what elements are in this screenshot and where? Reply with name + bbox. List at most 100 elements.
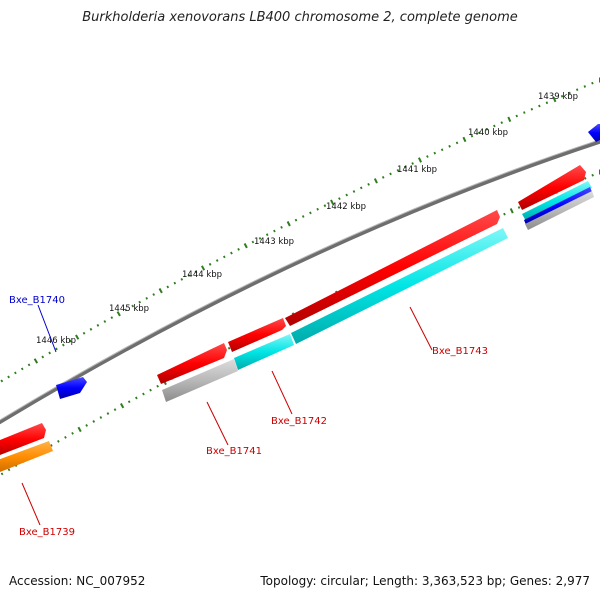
outer-ring-major-tick bbox=[507, 116, 512, 122]
outer-ring-minor-tick bbox=[103, 320, 107, 323]
inner-tick-ring bbox=[0, 169, 600, 476]
outer-ring-minor-tick bbox=[403, 165, 407, 169]
outer-ring-minor-tick bbox=[448, 144, 451, 148]
outer-ring-major-tick bbox=[462, 136, 467, 143]
genome-backbone bbox=[0, 139, 600, 425]
gene-label-1739[interactable]: Bxe_B1739 bbox=[19, 527, 75, 538]
outer-ring-minor-tick bbox=[166, 285, 170, 289]
inner-ring-minor-tick bbox=[0, 472, 4, 476]
gene-bar-orange-1739[interactable] bbox=[0, 441, 53, 474]
outer-ring-minor-tick bbox=[280, 226, 283, 229]
inner-ring-minor-tick bbox=[127, 400, 131, 404]
outer-ring-minor-tick bbox=[411, 162, 414, 165]
inner-ring-minor-tick bbox=[113, 408, 117, 412]
gene-arrow-red-1741[interactable] bbox=[157, 343, 227, 384]
outer-ring-minor-tick bbox=[389, 172, 392, 176]
leader-line-1743 bbox=[409, 306, 433, 351]
inner-ring-minor-tick bbox=[85, 424, 88, 427]
outer-ring-minor-tick bbox=[223, 255, 226, 259]
outer-ring-minor-tick bbox=[470, 134, 474, 138]
gene-label-1742[interactable]: Bxe_B1742 bbox=[271, 416, 327, 427]
outer-ring-minor-tick bbox=[55, 347, 58, 351]
inner-ring-minor-tick bbox=[50, 444, 53, 447]
outer-ring-minor-tick bbox=[27, 363, 31, 367]
outer-ring-minor-tick bbox=[316, 207, 319, 211]
outer-ring-major-tick bbox=[417, 157, 423, 163]
gene-bar-grey-right[interactable] bbox=[525, 191, 594, 230]
outer-ring-minor-tick bbox=[180, 277, 184, 281]
outer-ring-minor-tick bbox=[309, 211, 312, 215]
tick-label-1445: 1445 kbp bbox=[109, 304, 149, 314]
outer-ring-minor-tick bbox=[568, 91, 571, 95]
outer-ring-minor-tick bbox=[478, 131, 481, 135]
leader-line-1740 bbox=[37, 304, 57, 353]
gene-arrow-red-1739[interactable] bbox=[0, 423, 46, 457]
outer-ring-minor-tick bbox=[338, 197, 341, 201]
inner-ring-minor-tick bbox=[64, 435, 67, 439]
map-title: Burkholderia xenovorans LB400 chromosome… bbox=[82, 10, 518, 25]
outer-ring-minor-tick bbox=[194, 270, 198, 274]
outer-ring-minor-tick bbox=[367, 182, 370, 186]
outer-ring-minor-tick bbox=[96, 323, 100, 327]
outer-ring-minor-tick bbox=[110, 316, 114, 320]
gene-bar-grey-1741[interactable] bbox=[162, 359, 238, 402]
outer-ring-minor-tick bbox=[545, 101, 549, 105]
gene-bar-blue-right[interactable] bbox=[524, 187, 592, 225]
outer-ring-minor-tick bbox=[455, 141, 459, 145]
tick-label-1439: 1439 kbp bbox=[538, 92, 578, 102]
tick-label-1442: 1442 kbp bbox=[326, 202, 366, 212]
tick-label-1441: 1441 kbp bbox=[397, 165, 437, 175]
gene-arrow-red-1743[interactable] bbox=[285, 210, 500, 326]
gene-label-1743[interactable]: Bxe_B1743 bbox=[432, 346, 488, 357]
outer-ring-major-tick bbox=[243, 243, 248, 249]
gene-label-1740[interactable]: Bxe_B1740 bbox=[9, 295, 65, 306]
gene-bar-cyan-right[interactable] bbox=[522, 181, 592, 221]
inner-ring-minor-tick bbox=[503, 212, 506, 216]
gene-bar-cyan-1742[interactable] bbox=[234, 334, 294, 370]
inner-ring-minor-tick bbox=[57, 439, 60, 443]
outer-ring-major-tick bbox=[116, 311, 121, 317]
outer-ring-minor-tick bbox=[433, 151, 437, 155]
inner-ring-minor-tick bbox=[517, 206, 521, 209]
inner-ring-minor-tick bbox=[591, 173, 594, 177]
outer-ring-minor-tick bbox=[396, 168, 400, 172]
gene-arrow-blue-1740[interactable] bbox=[56, 377, 87, 399]
outer-ring-minor-tick bbox=[301, 215, 305, 218]
outer-ring-major-tick bbox=[33, 358, 39, 364]
inner-ring-minor-tick bbox=[142, 392, 145, 396]
inner-ring-minor-tick bbox=[99, 416, 103, 419]
outer-ring-minor-tick bbox=[131, 304, 134, 308]
genome-backbone-highlight bbox=[0, 139, 600, 421]
gene-arrow-blue-top[interactable] bbox=[588, 124, 600, 142]
outer-ring-minor-tick bbox=[62, 343, 65, 347]
outer-ring-minor-tick bbox=[237, 247, 240, 251]
outer-ring-minor-tick bbox=[82, 331, 86, 335]
outer-ring-minor-tick bbox=[530, 107, 534, 111]
gene-arrow-red-1742[interactable] bbox=[228, 318, 286, 352]
outer-ring-minor-tick bbox=[7, 375, 10, 379]
inner-ring-minor-tick bbox=[92, 420, 96, 423]
outer-ring-minor-tick bbox=[187, 274, 191, 277]
outer-ring-minor-tick bbox=[138, 300, 142, 304]
gene-label-1741[interactable]: Bxe_B1741 bbox=[206, 446, 262, 457]
outer-ring-minor-tick bbox=[381, 175, 385, 179]
inner-ring-minor-tick bbox=[156, 384, 159, 388]
inner-ring-minor-tick bbox=[227, 346, 231, 350]
outer-ring-major-tick bbox=[201, 265, 206, 271]
outer-ring-minor-tick bbox=[265, 233, 269, 237]
outer-ring-major-tick bbox=[158, 288, 163, 294]
outer-ring-minor-tick bbox=[345, 193, 349, 197]
outer-ring-minor-tick bbox=[68, 339, 72, 343]
outer-ring-minor-tick bbox=[0, 379, 4, 383]
leader-line-1739 bbox=[21, 482, 41, 526]
outer-ring-minor-tick bbox=[500, 121, 504, 124]
outer-ring-minor-tick bbox=[515, 114, 519, 118]
outer-ring-major-tick bbox=[286, 221, 291, 227]
gene-bar-cyan-1743[interactable] bbox=[291, 228, 508, 344]
outer-ring-minor-tick bbox=[426, 155, 429, 158]
inner-ring-major-tick bbox=[509, 208, 514, 214]
inner-ring-major-tick bbox=[77, 426, 82, 433]
gene-arrow-red-1[interactable] bbox=[518, 165, 586, 210]
outer-ring-minor-tick bbox=[124, 308, 128, 312]
